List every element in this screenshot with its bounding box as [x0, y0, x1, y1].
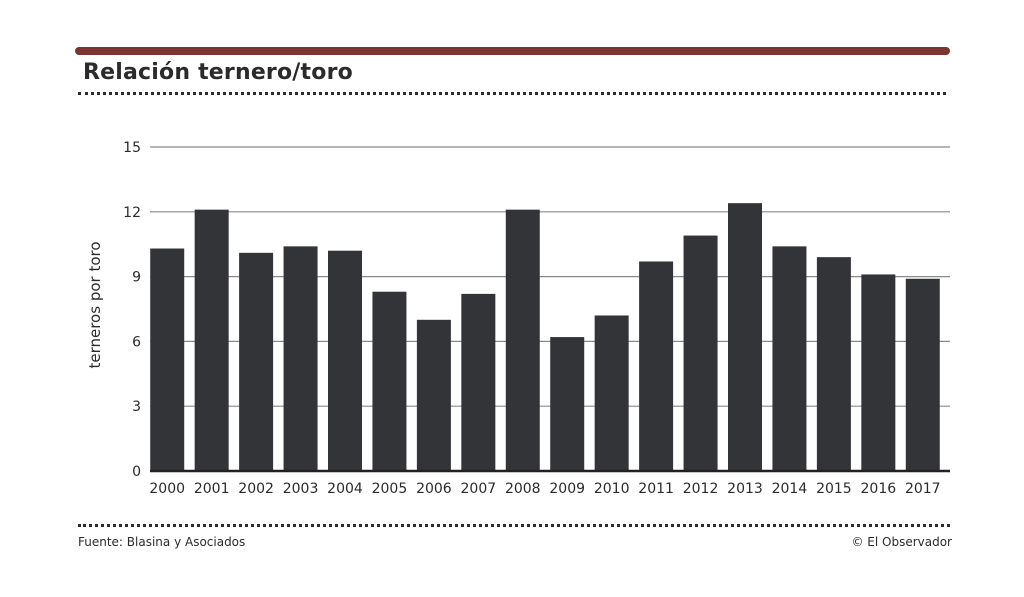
footer-divider	[78, 524, 950, 527]
bar-2015	[816, 257, 851, 471]
bar-2005	[372, 291, 407, 471]
y-tick-label: 12	[123, 205, 141, 221]
y-tick-label: 0	[132, 464, 141, 480]
x-tick-label: 2008	[505, 481, 541, 497]
y-axis-label: terneros por toro	[86, 241, 104, 368]
chart-title: Relación ternero/toro	[83, 60, 353, 85]
bar-2012	[683, 235, 718, 471]
bar-2014	[772, 246, 807, 471]
x-tick-label: 2003	[283, 481, 319, 497]
bar-2003	[283, 246, 318, 471]
y-tick-label: 9	[132, 270, 141, 286]
top-accent-rule	[75, 47, 950, 55]
bar-2013	[728, 203, 762, 471]
x-tick-label: 2017	[905, 481, 941, 497]
bar-2007	[461, 293, 496, 471]
grid-lines	[150, 146, 950, 407]
x-axis-ticks: 2000 2001 2002 2003 2004 2005 2006 2007 2008 2009…	[149, 481, 940, 497]
x-tick-label: 2016	[861, 481, 897, 497]
x-tick-label: 2005	[372, 481, 408, 497]
x-tick-label: 2004	[327, 481, 363, 497]
bar-2017	[905, 278, 940, 471]
x-tick-label: 2012	[683, 481, 719, 497]
y-tick-label: 15	[123, 140, 141, 156]
bar-2002	[239, 252, 274, 471]
bar-2006	[416, 319, 451, 471]
bar-2011	[639, 261, 674, 471]
bars	[150, 203, 940, 471]
y-tick-label: 6	[132, 334, 141, 350]
x-tick-label: 2002	[238, 481, 274, 497]
x-tick-label: 2009	[549, 481, 585, 497]
x-tick-label: 2001	[194, 481, 230, 497]
bar-2000	[150, 248, 185, 471]
bar-2004	[328, 250, 362, 471]
x-tick-label: 2000	[149, 481, 185, 497]
title-divider	[78, 92, 946, 95]
source-note: Fuente: Blasina y Asociados	[78, 535, 246, 549]
x-tick-label: 2011	[638, 481, 674, 497]
y-tick-label: 3	[132, 399, 141, 415]
bar-2009	[550, 337, 585, 471]
x-tick-label: 2015	[816, 481, 852, 497]
x-tick-label: 2006	[416, 481, 452, 497]
bar-2016	[861, 274, 896, 471]
x-tick-label: 2007	[461, 481, 497, 497]
x-tick-label: 2010	[594, 481, 630, 497]
bar-2010	[594, 315, 629, 471]
credit-note: © El Observador	[851, 535, 952, 549]
x-tick-label: 2013	[727, 481, 763, 497]
bar-2001	[194, 209, 229, 471]
bar-2008	[505, 209, 540, 471]
y-axis-ticks: 0 3 6 9 12 15	[123, 140, 141, 480]
x-tick-label: 2014	[772, 481, 808, 497]
